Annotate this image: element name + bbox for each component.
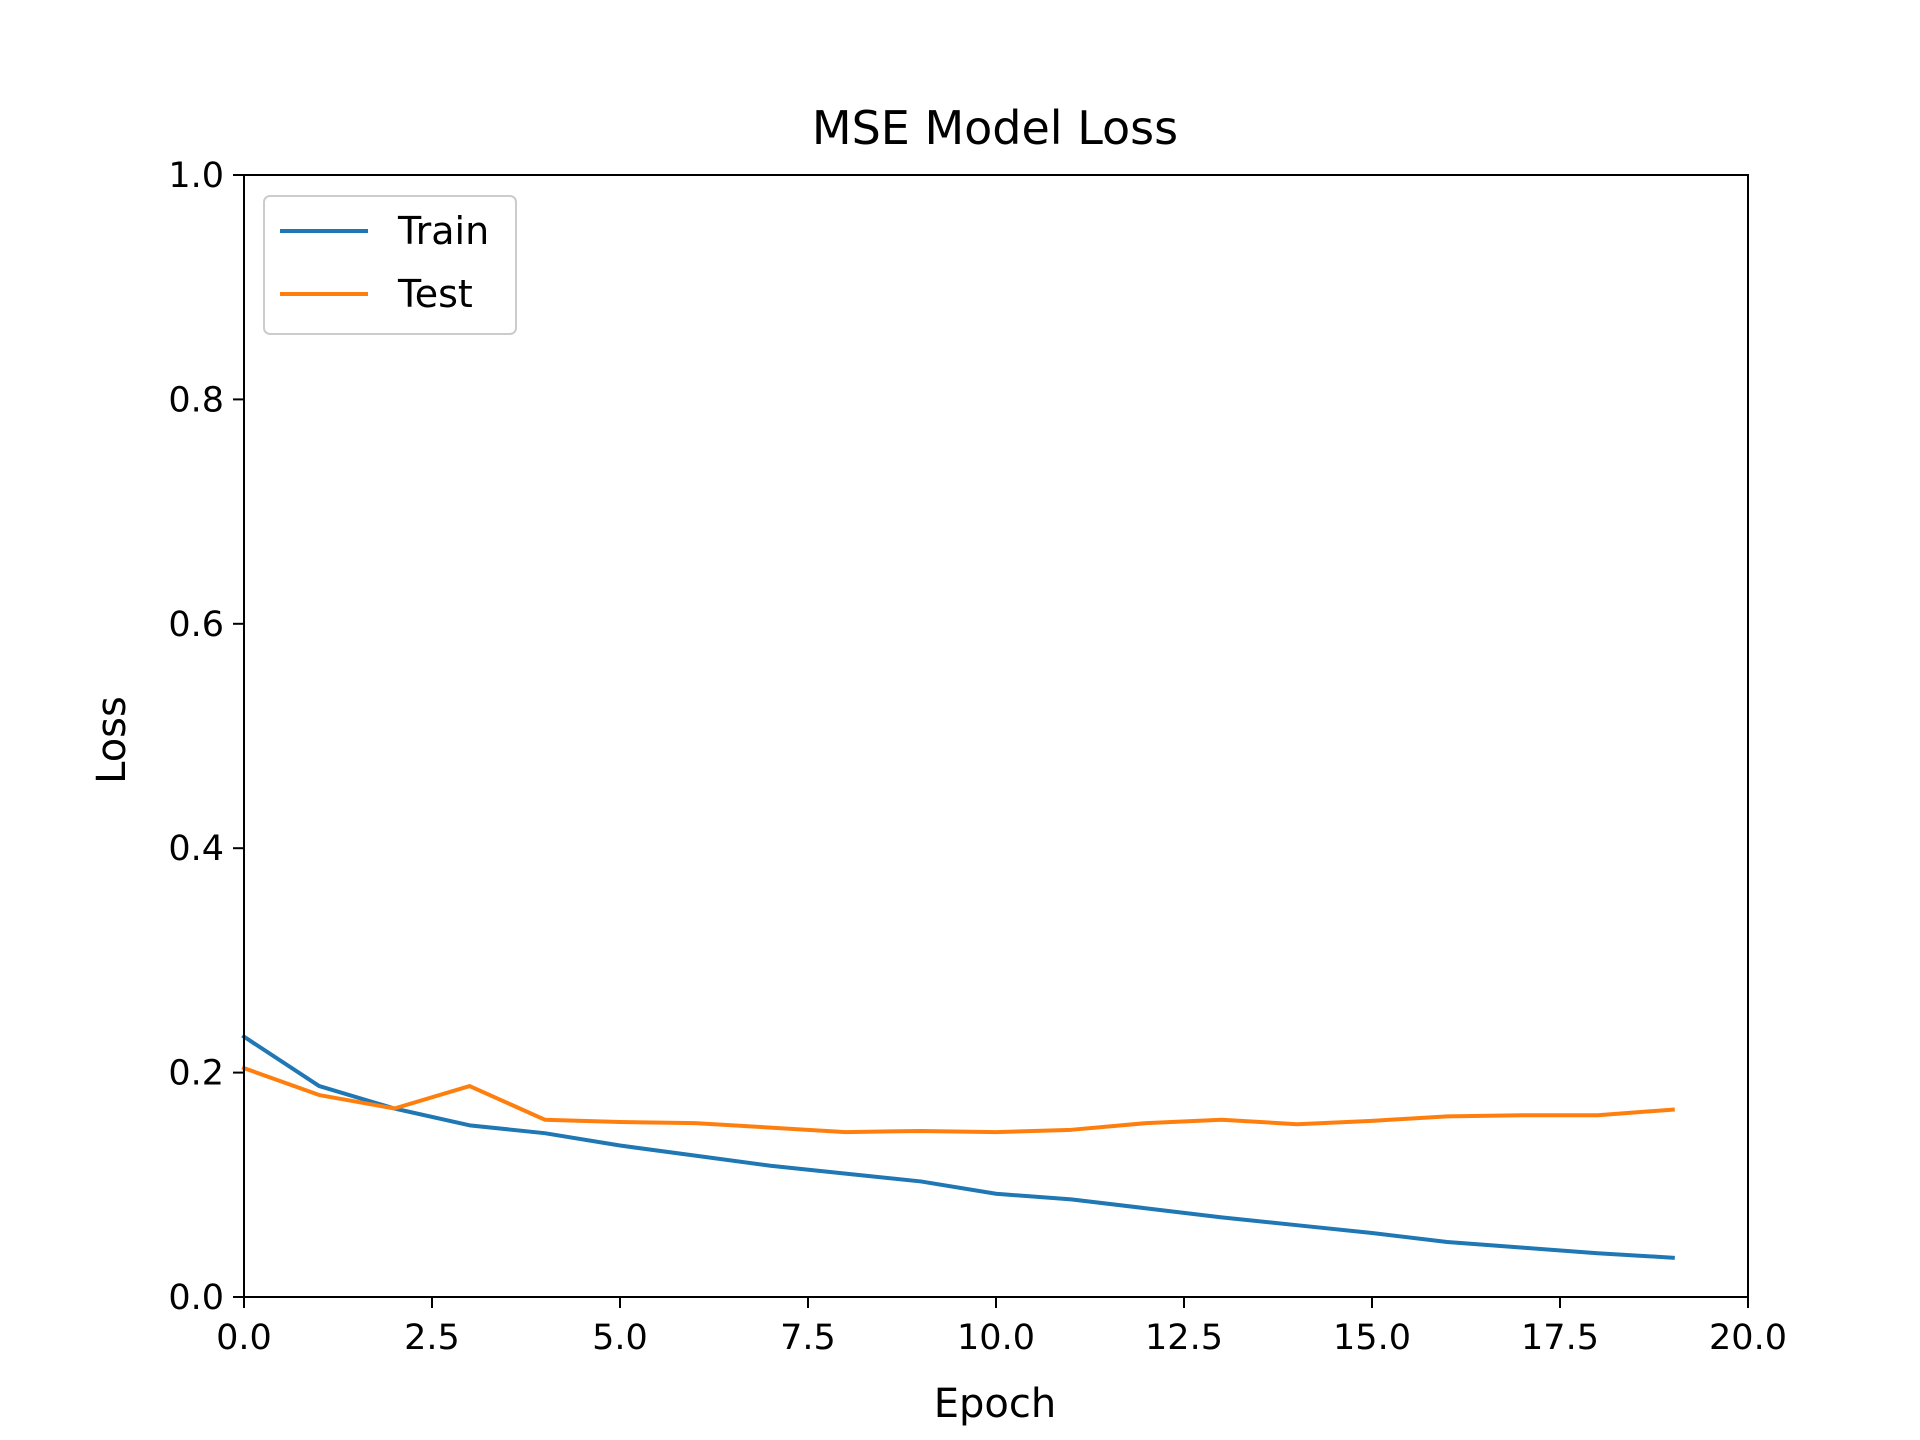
x-tick-label: 0.0 bbox=[216, 1318, 272, 1358]
plot-area: 0.0 2.5 5.0 7.5 10.0 12.5 15.0 17.5 20.0 0.0 0.2 0.… bbox=[168, 156, 1787, 1358]
y-tick-label: 0.4 bbox=[168, 829, 224, 869]
x-tick-label: 10.0 bbox=[957, 1318, 1035, 1358]
y-tick-label: 0.2 bbox=[168, 1054, 224, 1094]
series-line-train bbox=[241, 1033, 1675, 1260]
axes-background bbox=[244, 175, 1748, 1297]
x-tick-label: 2.5 bbox=[404, 1318, 460, 1358]
series-line-test bbox=[241, 1065, 1675, 1135]
x-tick-label: 17.5 bbox=[1521, 1318, 1599, 1358]
y-tick-label: 1.0 bbox=[168, 156, 224, 196]
x-tick-label: 15.0 bbox=[1333, 1318, 1411, 1358]
y-tick-label: 0.8 bbox=[168, 380, 224, 420]
x-axis-label: Epoch bbox=[934, 1381, 1056, 1427]
y-tick-label: 0.6 bbox=[168, 605, 224, 645]
y-axis-label: Loss bbox=[89, 696, 135, 784]
x-tick-label: 5.0 bbox=[592, 1318, 648, 1358]
x-tick-label: 20.0 bbox=[1709, 1318, 1787, 1358]
legend: Train Test bbox=[263, 195, 517, 335]
y-tick-label: 0.0 bbox=[168, 1278, 224, 1318]
x-tick-label: 7.5 bbox=[780, 1318, 836, 1358]
legend-label-test: Test bbox=[397, 272, 473, 316]
chart-title: MSE Model Loss bbox=[812, 101, 1178, 155]
x-tick-label: 12.5 bbox=[1145, 1318, 1223, 1358]
legend-label-train: Train bbox=[397, 209, 489, 253]
